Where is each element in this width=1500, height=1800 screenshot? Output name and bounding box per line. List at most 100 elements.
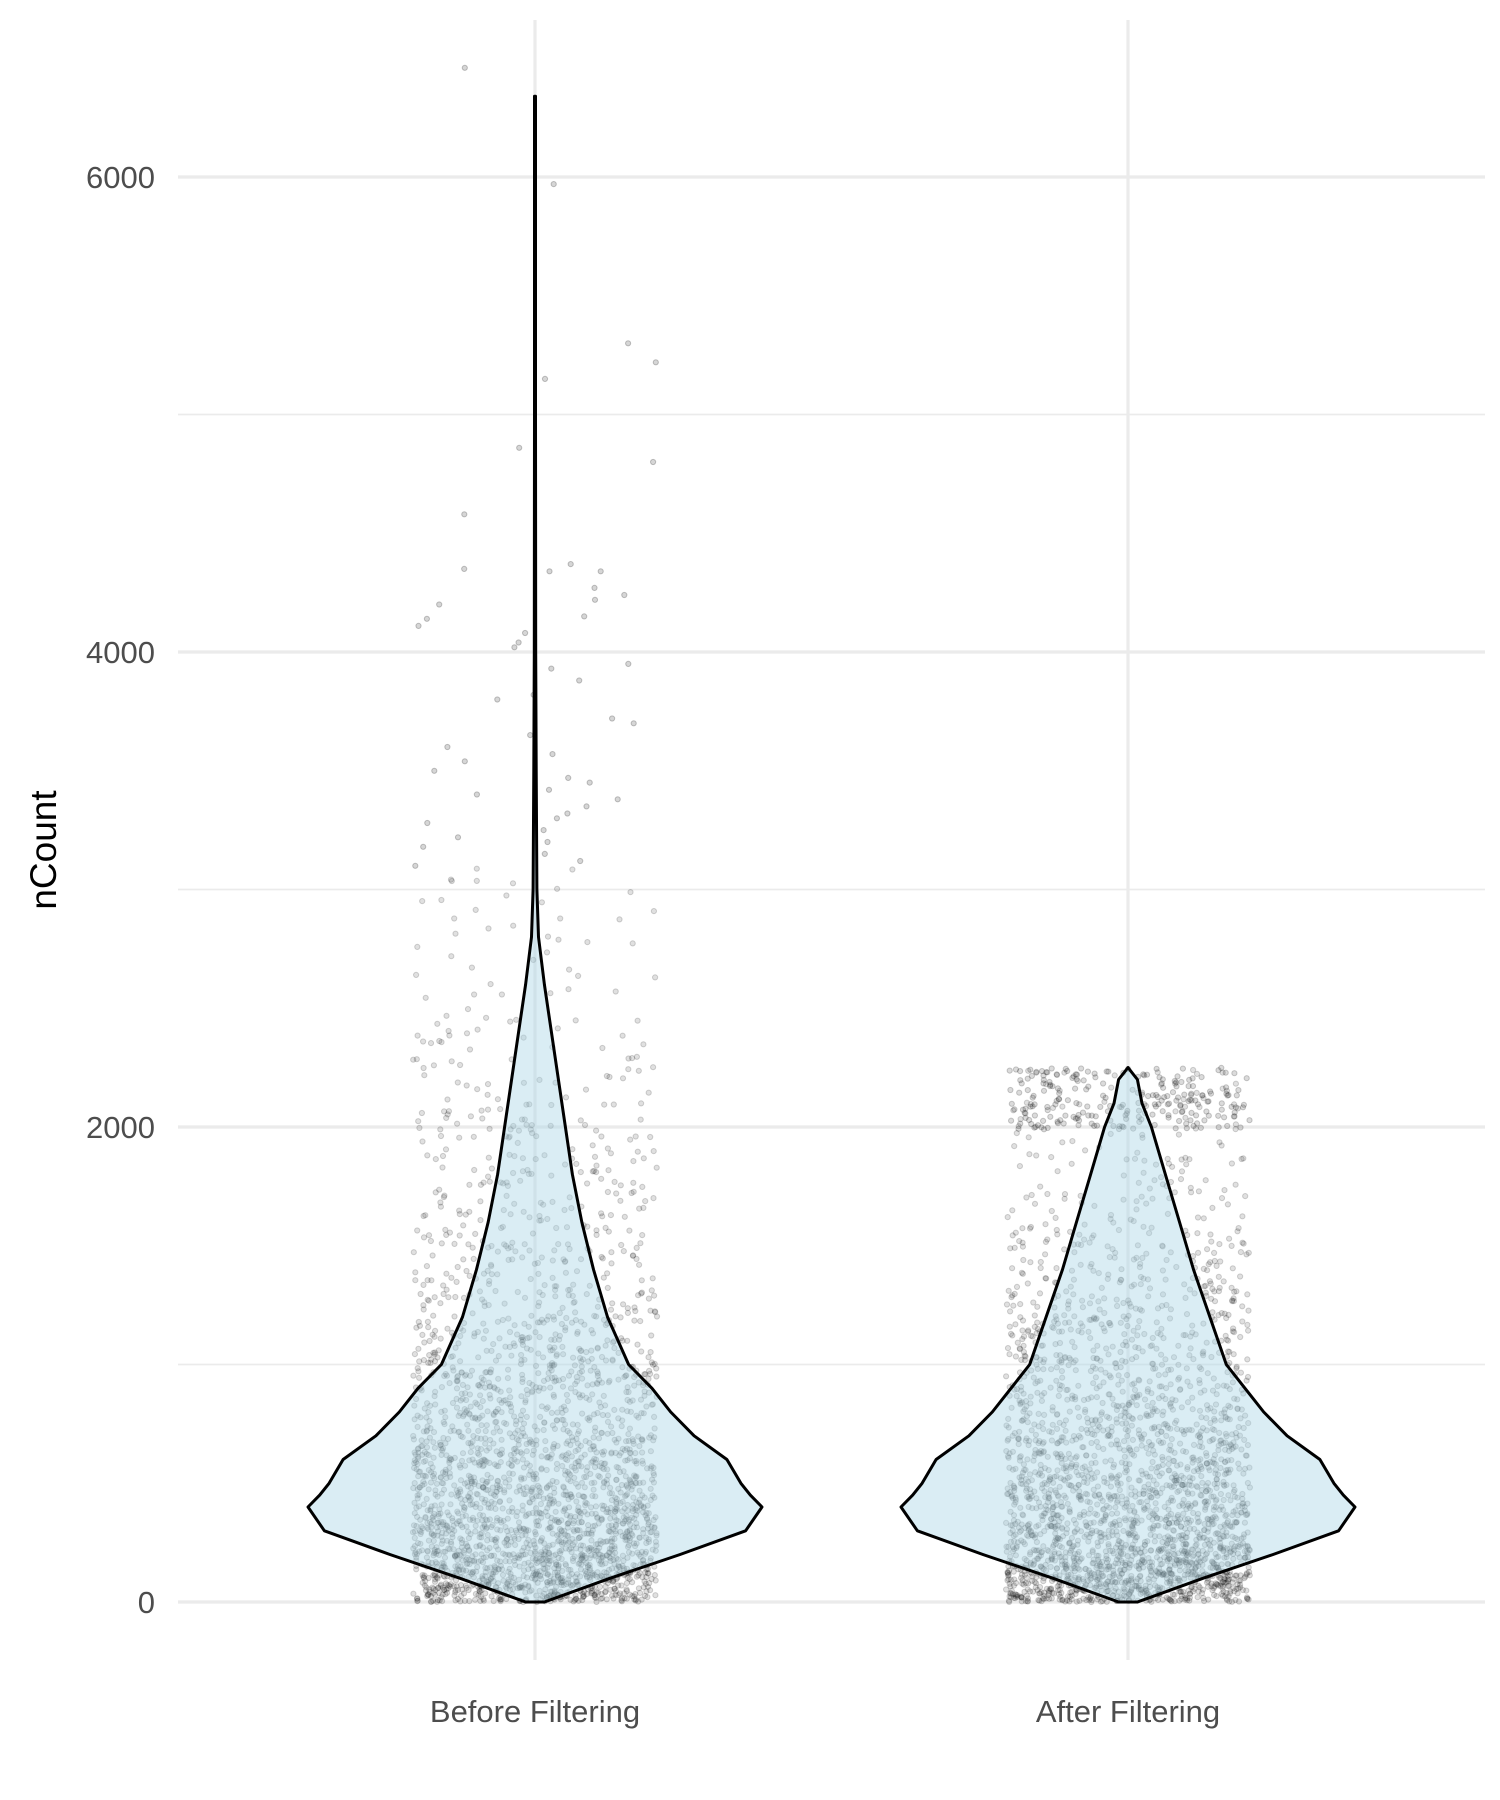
data-point [465,1556,473,1564]
data-point [424,1318,431,1325]
data-point [488,1271,495,1278]
data-point [516,444,523,451]
data-point [482,1384,489,1391]
data-point [1009,1265,1016,1272]
data-point [1216,1284,1223,1291]
data-point [416,1124,423,1132]
data-point [572,1467,579,1474]
data-point [483,1347,490,1354]
data-point [1182,1154,1189,1161]
data-point [453,1278,460,1286]
data-point [612,1313,619,1320]
data-point [414,943,421,951]
data-point [643,1588,650,1595]
data-point [417,1290,424,1298]
data-point [591,1167,598,1175]
data-point [462,1211,469,1218]
data-point [591,1594,598,1601]
data-point [453,1520,460,1527]
data-point [604,1188,612,1196]
data-point [424,1547,431,1554]
data-point [511,1456,518,1463]
data-point [470,1255,477,1263]
data-point [415,1318,422,1326]
data-point [562,1455,569,1463]
data-point [650,1148,657,1155]
data-point [523,1460,531,1467]
data-point [549,1198,556,1206]
data-point [600,1274,607,1281]
data-point [460,1222,467,1229]
data-point [485,1173,492,1180]
data-point [424,1548,431,1555]
data-point [640,1556,647,1564]
data-point [1211,1298,1219,1305]
data-point [498,1224,505,1232]
data-point [651,1308,659,1315]
data-point [1237,1249,1245,1256]
data-point [1239,1213,1246,1220]
data-point [562,1094,570,1101]
data-point [418,1109,425,1117]
data-point [414,1423,421,1431]
data-point [519,1547,526,1554]
data-point [413,1595,421,1602]
data-point [602,1224,609,1232]
data-point [618,1423,625,1430]
data-point [599,1595,606,1602]
data-point [555,1554,562,1562]
data-point [444,1589,451,1596]
data-point [471,1333,478,1340]
data-point [486,1277,493,1285]
data-point [573,1498,580,1505]
data-point [1194,1594,1201,1601]
data-point [432,1388,439,1396]
data-point [640,1041,647,1048]
data-point [1187,1590,1194,1597]
data-point [463,1082,470,1089]
data-point [629,940,636,947]
data-point [553,1583,560,1591]
data-point [613,1495,621,1503]
data-point [415,1449,422,1456]
data-point [1193,1089,1200,1097]
data-point [1194,1214,1202,1221]
data-point [550,1391,557,1399]
data-point [591,1153,599,1160]
data-point [625,1055,632,1062]
data-point [455,1412,462,1420]
data-point [476,1577,483,1584]
data-point [483,1014,490,1021]
data-point [424,1519,431,1527]
data-point [638,1436,645,1443]
data-point [435,1347,442,1354]
data-point [568,1368,575,1375]
data-point [483,1422,490,1429]
data-point [420,843,427,850]
data-point [1041,1589,1048,1596]
data-point [604,1270,611,1277]
data-point [428,1277,435,1284]
data-point [494,1526,501,1533]
data-point [571,1553,578,1560]
data-point [457,1598,464,1605]
data-point [471,991,478,998]
data-point [550,1445,557,1452]
data-point [578,1519,585,1526]
data-point [641,1392,648,1399]
data-point [577,1256,585,1263]
data-point [544,933,552,940]
data-point [625,660,632,668]
data-point [1226,1590,1234,1597]
data-point [573,1435,580,1442]
data-point [628,1189,635,1197]
data-point [437,1442,444,1449]
data-point [479,1477,486,1484]
data-point [434,1020,441,1027]
data-point [1216,1139,1223,1146]
data-point [1009,1332,1016,1339]
data-point [419,1482,426,1489]
data-point [633,1244,640,1252]
data-point [607,1306,615,1313]
data-point [445,1027,452,1035]
